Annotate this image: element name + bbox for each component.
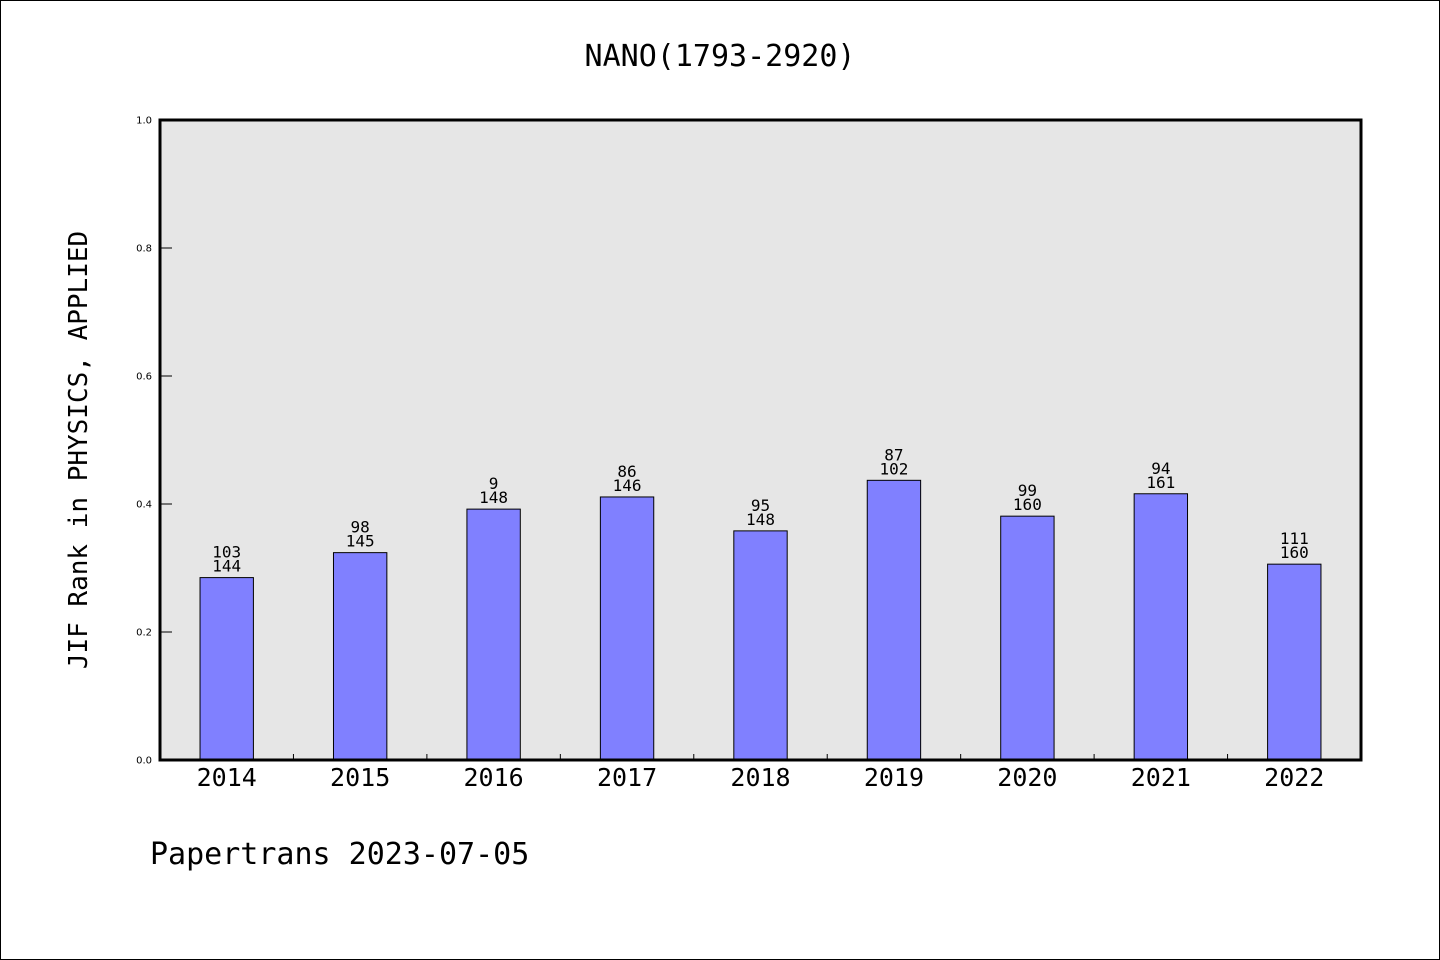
x-tick-label: 2020 bbox=[997, 763, 1057, 792]
y-tick-label: 0.0 bbox=[136, 756, 152, 767]
bar-2020 bbox=[1000, 515, 1055, 761]
x-tick-label: 2017 bbox=[597, 763, 657, 792]
rank-label: 98 bbox=[351, 518, 370, 537]
x-axis-ticks: 2014 2015 2016 2017 2018 2019 2020 2021 2022 bbox=[197, 754, 1324, 792]
total-label: 160 bbox=[1280, 543, 1309, 562]
y-tick-label: 0.2 bbox=[136, 628, 152, 639]
bar-2021 bbox=[1133, 493, 1189, 761]
footer-text: Papertrans 2023-07-05 bbox=[150, 837, 529, 872]
y-tick-label: 0.6 bbox=[136, 372, 152, 383]
total-label: 148 bbox=[479, 488, 508, 507]
total-label: 145 bbox=[346, 532, 375, 551]
y-tick-label: 0.4 bbox=[136, 500, 152, 511]
x-tick-label: 2019 bbox=[864, 763, 924, 792]
bar-2015 bbox=[332, 552, 388, 761]
total-label: 144 bbox=[212, 557, 241, 576]
bars-group bbox=[199, 479, 1322, 761]
rank-label: 103 bbox=[212, 543, 241, 562]
total-label: 148 bbox=[746, 510, 775, 529]
x-tick-label: 2021 bbox=[1131, 763, 1191, 792]
rank-label: 111 bbox=[1280, 529, 1309, 548]
bar-2018 bbox=[733, 530, 788, 761]
x-tick-label: 2018 bbox=[730, 763, 790, 792]
y-axis-label: JIF Rank in PHYSICS, APPLIED bbox=[64, 231, 94, 669]
rank-label: 99 bbox=[1018, 481, 1037, 500]
total-label: 160 bbox=[1013, 495, 1042, 514]
bar-2022 bbox=[1267, 563, 1322, 761]
bar-2016 bbox=[466, 508, 521, 761]
x-tick-label: 2022 bbox=[1264, 763, 1324, 792]
x-tick-label: 2014 bbox=[197, 763, 257, 792]
rank-label: 9 bbox=[489, 474, 499, 493]
data-labels: 1031449814591488614695148871029916094161… bbox=[212, 445, 1308, 575]
total-label: 161 bbox=[1146, 473, 1175, 492]
bar-2017 bbox=[599, 496, 655, 761]
total-label: 102 bbox=[879, 459, 908, 478]
bar-2019 bbox=[866, 479, 922, 761]
total-label: 146 bbox=[613, 476, 642, 495]
rank-label: 95 bbox=[751, 496, 770, 515]
x-tick-label: 2015 bbox=[330, 763, 390, 792]
x-tick-label: 2016 bbox=[464, 763, 524, 792]
rank-label: 87 bbox=[884, 445, 903, 464]
bar-2014 bbox=[199, 577, 254, 761]
rank-label: 86 bbox=[617, 462, 636, 481]
plot-border bbox=[158, 118, 1363, 762]
y-tick-label: 1.0 bbox=[136, 116, 152, 127]
rank-label: 94 bbox=[1151, 459, 1170, 478]
y-tick-label: 0.8 bbox=[136, 244, 152, 255]
chart-title: NANO(1793-2920) bbox=[585, 39, 856, 74]
